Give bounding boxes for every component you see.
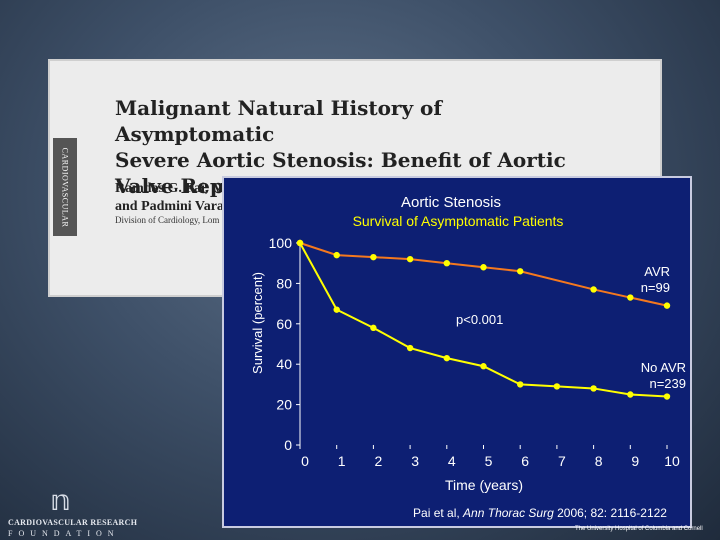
- x-tick-label: 3: [411, 453, 419, 469]
- avr-series-line: [299, 242, 668, 307]
- x-tick-label: 7: [558, 453, 566, 469]
- avr-data-point: [627, 294, 634, 301]
- no-avr-data-point: [517, 381, 524, 388]
- no-avr-data-point: [443, 354, 450, 362]
- x-tick-label: 9: [631, 453, 639, 469]
- no-avr-data-point: [406, 344, 414, 352]
- no-avr-label-line: n=239: [649, 376, 686, 391]
- citation-journal: Ann Thorac Surg: [462, 506, 554, 520]
- citation: Pai et al, Ann Thorac Surg 2006; 82: 211…: [413, 506, 667, 520]
- avr-data-point: [443, 260, 450, 267]
- paper-title: Malignant Natural History of Asymptomati…: [115, 95, 575, 199]
- y-tick-label: 60: [276, 316, 292, 332]
- y-tick-label: 40: [276, 356, 292, 372]
- paper-title-line: Malignant Natural History of Asymptomati…: [115, 96, 442, 146]
- foundation-name-line1: CARDIOVASCULAR RESEARCH: [8, 518, 138, 527]
- foundation-logo: 𝕟 CARDIOVASCULAR RESEARCH FOUNDATION: [8, 482, 168, 538]
- y-tick-label: 100: [269, 235, 293, 251]
- citation-suffix: 2006; 82: 2116-2122: [554, 506, 668, 520]
- x-tick-label: 8: [595, 453, 603, 469]
- avr-data-point: [590, 286, 597, 293]
- paper-affiliation: Division of Cardiology, Lom: [115, 215, 220, 225]
- avr-label-line: n=99: [641, 280, 670, 295]
- avr-data-point: [663, 302, 671, 309]
- no-avr-data-point: [370, 324, 377, 332]
- no-avr-data-point: [480, 363, 487, 370]
- x-tick-label: 0: [301, 453, 309, 469]
- x-tick-label: 10: [664, 453, 680, 469]
- x-tick-label: 6: [521, 453, 529, 469]
- no-avr-label-line: No AVR: [641, 360, 686, 375]
- avr-data-point: [370, 253, 377, 261]
- no-avr-data-point: [627, 391, 634, 398]
- y-tick-label: 0: [284, 437, 292, 453]
- foundation-swirl-icon: 𝕟: [50, 485, 71, 516]
- journal-tab: CARDIOVASCULAR: [53, 138, 77, 236]
- chart-subtitle: Survival of Asymptomatic Patients: [353, 213, 564, 229]
- y-tick-label: 20: [276, 397, 292, 413]
- hospital-credit: The University Hospital of Columbia and …: [575, 526, 703, 532]
- paper-authors: Ramdas G. Pai, MI and Padmini Vara: [115, 180, 231, 216]
- chart-title: Aortic Stenosis: [401, 194, 501, 211]
- avr-data-point: [517, 268, 524, 275]
- no-avr-data-point: [663, 393, 671, 400]
- paper-title-line: Severe Aortic Stenosis: Benefit of Aorti…: [115, 148, 566, 172]
- x-axis-label: Time (years): [445, 477, 523, 493]
- avr-label-line: AVR: [644, 264, 670, 279]
- no-avr-data-point: [333, 306, 340, 313]
- y-tick-label: 80: [276, 275, 292, 291]
- no-avr-data-point: [553, 383, 561, 390]
- x-tick-label: 4: [448, 453, 456, 469]
- no-avr-data-point: [590, 385, 597, 392]
- foundation-name-line2: FOUNDATION: [8, 529, 120, 538]
- no-avr-data-point: [296, 239, 304, 247]
- x-tick-label: 1: [338, 453, 346, 469]
- citation-prefix: Pai et al,: [413, 506, 463, 520]
- avr-data-point: [333, 251, 340, 259]
- avr-data-point: [480, 264, 487, 271]
- avr-data-point: [406, 255, 414, 263]
- author-line: Ramdas G. Pai, MI: [115, 181, 231, 196]
- x-tick-label: 5: [485, 453, 493, 469]
- x-tick-label: 2: [375, 453, 383, 469]
- y-axis-label: Survival (percent): [250, 272, 265, 374]
- p-value-annotation: p<0.001: [456, 312, 503, 327]
- author-line: and Padmini Vara: [115, 199, 224, 214]
